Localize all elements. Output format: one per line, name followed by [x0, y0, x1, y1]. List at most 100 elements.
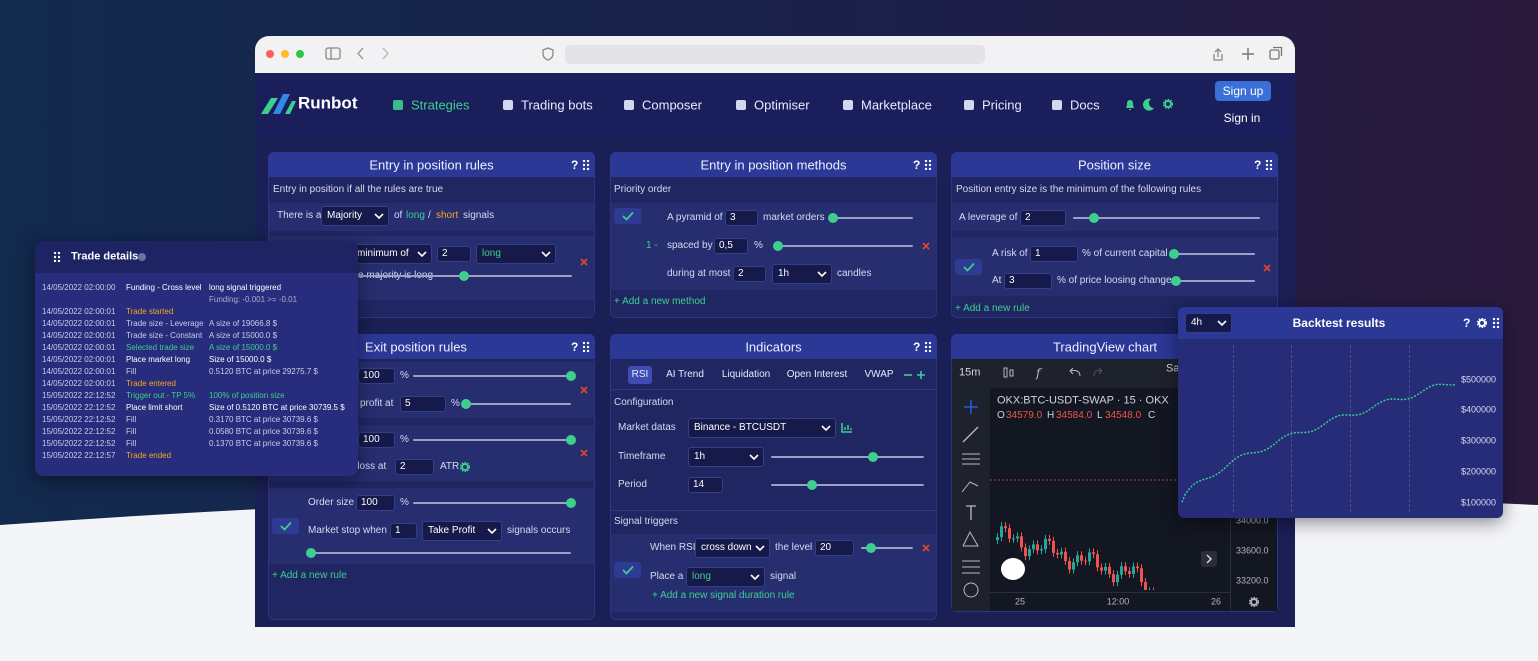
- tv-ohlc: 34584.0: [1056, 410, 1093, 421]
- input: [400, 396, 446, 412]
- row-event: Trade ended: [126, 451, 172, 460]
- tab[interactable]: AI Trend: [666, 369, 704, 380]
- tv-label: Sa: [1166, 362, 1180, 375]
- tv-candles: [990, 390, 1230, 590]
- input: [356, 495, 395, 511]
- label: Order size: [308, 497, 355, 508]
- row-time: 15/05/2022 22:12:52: [42, 415, 116, 424]
- check-icon: [622, 211, 634, 221]
- slider-knob: [459, 271, 469, 281]
- sign-in-link[interactable]: Sign in: [1223, 111, 1261, 125]
- drag-icon: [924, 160, 932, 170]
- select-value: Take Profit: [428, 525, 476, 536]
- caret: [750, 573, 760, 581]
- address-bar: [565, 45, 985, 64]
- drag-icon: [53, 252, 61, 262]
- row-event: Trade started: [126, 307, 174, 316]
- slider-knob: [807, 480, 817, 490]
- caret: [817, 270, 827, 278]
- input-value: 100: [361, 497, 378, 508]
- trade-details-header: [35, 241, 358, 273]
- nav-item[interactable]: Optimiser: [754, 97, 810, 113]
- nav-item[interactable]: Strategies: [411, 97, 470, 113]
- tab[interactable]: Liquidation: [721, 369, 771, 380]
- select-value: long: [692, 571, 711, 582]
- label: market orders: [763, 212, 825, 223]
- check-icon: [280, 521, 292, 531]
- slider-track: [773, 245, 913, 247]
- label: 1 -: [646, 240, 658, 251]
- tab[interactable]: Open Interest: [786, 369, 848, 380]
- slider-knob: [868, 452, 878, 462]
- select-value: 1h: [694, 451, 706, 462]
- select: [686, 567, 765, 587]
- tv-tools: f: [1000, 365, 1110, 381]
- nav-icon: [842, 99, 854, 111]
- select-value: cross down: [701, 542, 752, 553]
- input-value: 5: [405, 398, 411, 409]
- label: of: [394, 210, 403, 221]
- label: Market datas: [618, 422, 676, 433]
- caret: [1217, 319, 1227, 327]
- select: [695, 538, 770, 558]
- label: ATR: [440, 461, 460, 472]
- select-value: minimum of: [357, 248, 409, 259]
- trade-details-title: Trade details: [71, 250, 139, 263]
- nav-item[interactable]: Composer: [642, 97, 702, 113]
- tab-controls: [903, 370, 927, 380]
- row-event: Fill: [126, 367, 137, 376]
- row-detail: 0.1370 BTC at price 30739.6 $: [209, 439, 318, 448]
- select-value: Majority: [327, 210, 363, 221]
- brand: Runbot: [298, 93, 358, 113]
- nav-item[interactable]: Docs: [1070, 97, 1100, 113]
- input: [1004, 273, 1052, 289]
- help-icon: ?: [913, 340, 921, 354]
- tv-ohlc: L: [1097, 410, 1103, 421]
- select: [476, 244, 556, 264]
- row-detail: Size of 0.5120 BTC at price 30739.5 $: [209, 403, 345, 412]
- chart-icon: [841, 422, 853, 433]
- tv-time-axis: [990, 592, 1230, 593]
- tv-time-label: 26: [1210, 596, 1222, 607]
- help-icon: ?: [913, 158, 921, 172]
- select: [772, 264, 832, 284]
- sign-up-button[interactable]: [1215, 81, 1271, 101]
- row-time: 15/05/2022 22:12:52: [42, 439, 116, 448]
- label: % of current capital: [1082, 248, 1168, 259]
- caret: [487, 527, 497, 535]
- help-icon: ?: [1463, 316, 1471, 330]
- label: signals occurs: [507, 525, 571, 536]
- caret: [374, 212, 384, 220]
- tv-logo: [1001, 558, 1025, 580]
- input: [358, 432, 395, 448]
- label: Position entry size is the minimum of th…: [956, 184, 1202, 195]
- label: %: [400, 434, 409, 445]
- row-detail: Size of 15000.0 $: [209, 355, 272, 364]
- nav-bar: [255, 73, 1295, 138]
- label: There is a: [277, 210, 322, 221]
- row-time: 14/05/2022 02:00:01: [42, 355, 116, 364]
- slider-track: [1170, 253, 1255, 255]
- input-value: 1: [395, 525, 401, 536]
- nav-item[interactable]: Pricing: [982, 97, 1022, 113]
- input-value: 3: [1009, 275, 1015, 286]
- tv-scroll: [1201, 551, 1217, 567]
- row-detail: 0.3170 BTC at price 30739.6 $: [209, 415, 318, 424]
- slider-track: [828, 217, 913, 219]
- grid-line: [1291, 345, 1292, 512]
- nav-item[interactable]: Marketplace: [861, 97, 932, 113]
- tv-interval: 15m: [959, 366, 981, 379]
- input-value: 2: [1025, 212, 1031, 223]
- row-time: 15/05/2022 22:12:52: [42, 427, 116, 436]
- drag-icon: [1265, 160, 1273, 170]
- nav-item[interactable]: Trading bots: [521, 97, 593, 113]
- tab[interactable]: VWAP: [864, 369, 894, 380]
- label: spaced by: [667, 240, 713, 251]
- tab[interactable]: RSI: [631, 369, 649, 380]
- bell-icon: [1124, 99, 1136, 111]
- check-icon: [622, 565, 634, 575]
- backtest-title: Backtest results: [1292, 316, 1386, 330]
- y-tick-label: $300000: [1461, 435, 1497, 446]
- y-tick-label: $200000: [1461, 466, 1497, 477]
